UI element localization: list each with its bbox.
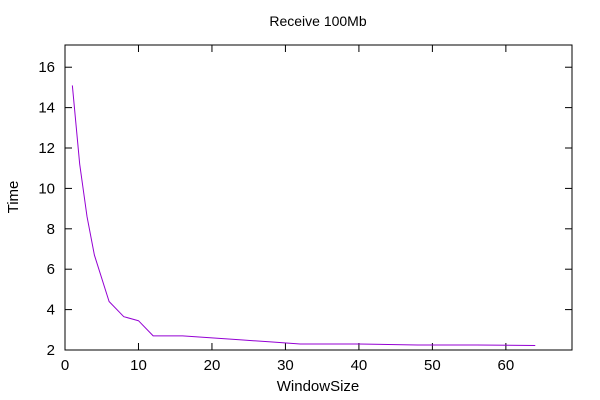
y-tick-label: 4 <box>47 302 55 319</box>
chart-title: Receive 100Mb <box>269 13 366 29</box>
plot-area-frame <box>64 44 573 351</box>
series-layer <box>71 85 536 347</box>
x-tick-label: 10 <box>130 357 147 374</box>
y-tick-label: 10 <box>38 180 55 197</box>
y-tick-label: 6 <box>47 261 55 278</box>
x-tick-label: 40 <box>351 357 368 374</box>
y-tick-label: 16 <box>38 59 55 76</box>
y-axis-label: Time <box>5 181 22 214</box>
x-tick-label: 50 <box>424 357 441 374</box>
axis-ticks: 0 10 20 30 40 50 60 2 4 6 8 10 12 14 16 <box>38 45 572 374</box>
x-axis-label: WindowSize <box>277 378 360 395</box>
x-tick-label: 20 <box>204 357 221 374</box>
x-tick-label: 30 <box>277 357 294 374</box>
y-tick-label: 14 <box>38 100 55 117</box>
x-tick-label: 0 <box>61 357 69 374</box>
y-tick-label: 8 <box>47 221 55 238</box>
x-tick-label: 60 <box>498 357 515 374</box>
y-tick-label: 12 <box>38 140 55 157</box>
y-tick-label: 2 <box>47 342 55 359</box>
series-line <box>71 85 536 347</box>
